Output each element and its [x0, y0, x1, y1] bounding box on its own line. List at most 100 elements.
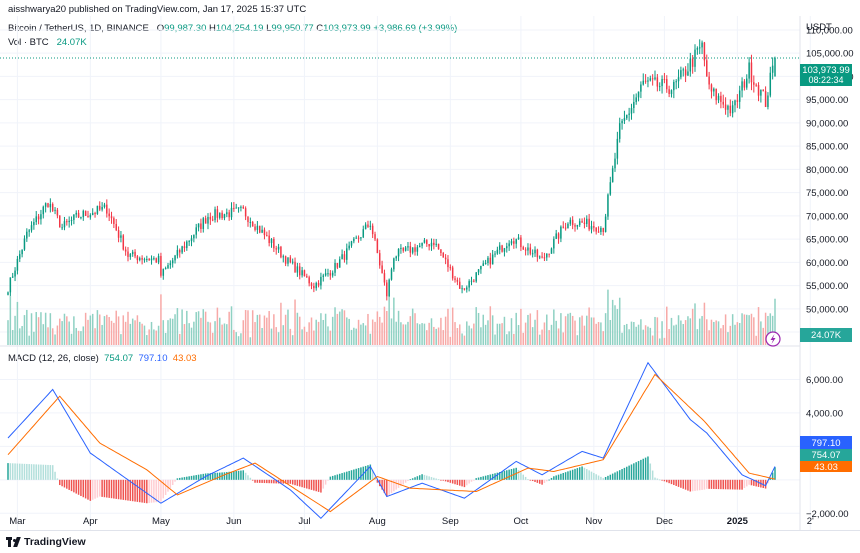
candle-body [221, 212, 223, 219]
candle-body [755, 84, 757, 86]
candle-body [423, 240, 426, 243]
macd-histogram-bar [209, 473, 212, 480]
macd-histogram-bar [621, 469, 623, 480]
volume-bar [254, 322, 256, 345]
candle-body [600, 227, 602, 232]
macd-legend-label[interactable]: MACD (12, 26, close) [8, 353, 99, 364]
volume-bar [16, 301, 19, 345]
volume-bar [546, 314, 548, 345]
candle-body [181, 246, 183, 253]
volume-bar [400, 322, 402, 345]
macd-histogram-bar [717, 479, 720, 490]
candle-body [416, 247, 419, 252]
volume-bar [553, 309, 555, 345]
time-tick-label: 2' [807, 516, 814, 527]
volume-bar [593, 317, 595, 345]
candle-body [284, 256, 287, 264]
volume-bar [466, 321, 468, 345]
volume-bar [421, 323, 423, 345]
volume-bar [113, 322, 115, 345]
volume-bar [80, 331, 82, 345]
volume-bar [433, 326, 435, 345]
candle-body [82, 210, 85, 218]
candle-body [698, 47, 701, 49]
candle-body [186, 241, 188, 249]
volume-bar [689, 318, 692, 345]
volume-bar [543, 322, 546, 345]
macd-histogram-bar [193, 475, 195, 480]
candle-body [273, 238, 275, 249]
candle-body [402, 247, 405, 251]
candle-body [237, 207, 240, 209]
candle-body [70, 219, 73, 221]
macd-histogram-bar [466, 479, 468, 486]
volume-bar [538, 334, 541, 345]
countdown-label: 08:22:34 [808, 75, 843, 85]
volume-bar [280, 302, 282, 345]
macd-histogram-bar [84, 479, 87, 499]
macd-histogram-bar [578, 467, 581, 480]
macd-histogram-bar [548, 479, 550, 481]
time-tick-label: Jun [226, 516, 241, 527]
macd-histogram-bar [520, 472, 522, 480]
price-tick-label: 65,000.00 [806, 235, 848, 246]
macd-histogram-bar [129, 479, 132, 501]
volume-legend-label[interactable]: Vol · BTC [8, 37, 49, 48]
candle-body [202, 218, 205, 229]
time-tick-label: Nov [585, 516, 602, 527]
macd-histogram-bar [390, 479, 393, 494]
candle-body [649, 78, 652, 81]
macd-histogram-bar [482, 476, 485, 480]
macd-histogram-bar [160, 479, 162, 502]
high-value: 104,254.19 [215, 23, 264, 34]
symbol-title[interactable]: Bitcoin / TetherUS, 1D, BINANCE [8, 23, 149, 34]
lightning-bolt-icon[interactable] [765, 331, 781, 347]
tradingview-logo[interactable]: TradingView [6, 536, 86, 548]
candle-body [590, 226, 593, 230]
bottom-bar [0, 530, 860, 553]
macd-histogram-bar [47, 464, 49, 480]
macd-histogram-bar [428, 476, 430, 480]
volume-bar [508, 331, 510, 345]
macd-histogram-bar [642, 458, 644, 480]
candle-body [689, 58, 692, 72]
volume-bar [691, 308, 694, 345]
macd-histogram-bar [355, 468, 357, 480]
candle-body [564, 227, 567, 229]
macd-histogram-bar [689, 479, 692, 492]
macd-histogram-bar [108, 479, 110, 498]
macd-histogram-bar [155, 479, 157, 503]
macd-histogram-bar [503, 470, 506, 480]
volume-bar [249, 337, 252, 345]
macd-histogram-bar [181, 477, 183, 480]
macd-histogram-bar [569, 470, 572, 480]
macd-histogram-bar [463, 479, 466, 488]
macd-histogram-bar [416, 476, 419, 480]
volume-bar [600, 322, 602, 345]
macd-histogram-bar [353, 469, 355, 480]
macd-histogram-bar [543, 479, 546, 484]
publisher-line: aisshwarya20 published on TradingView.co… [8, 4, 307, 15]
candle-body [727, 105, 729, 110]
candle-body [117, 230, 120, 238]
volume-bar [611, 299, 614, 345]
volume-bar [430, 318, 433, 345]
candle-body [139, 258, 141, 261]
macd-histogram-bar [691, 479, 694, 492]
macd-histogram-bar [444, 479, 447, 482]
macd-histogram-bar [96, 479, 99, 498]
macd-histogram-bar [350, 470, 353, 480]
volume-bar [353, 327, 355, 345]
macd-histogram-bar [301, 479, 303, 488]
volume-bar [506, 334, 508, 345]
volume-bar [397, 310, 400, 345]
macd-histogram-bar [110, 479, 113, 499]
candle-body [174, 255, 176, 261]
volume-bar [484, 324, 487, 345]
volume-bar [555, 320, 557, 345]
volume-bar [571, 315, 574, 345]
candle-body [703, 42, 706, 61]
macd-histogram-bar [54, 471, 56, 480]
volume-bar [200, 317, 202, 345]
